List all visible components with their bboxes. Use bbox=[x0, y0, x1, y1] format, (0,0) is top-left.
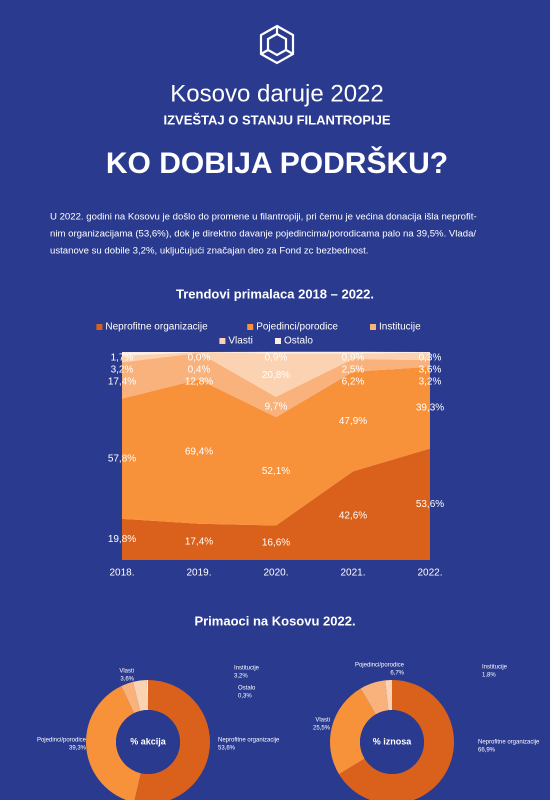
area-layer bbox=[122, 366, 430, 526]
slice-name: Pojedinci/porodice bbox=[37, 738, 87, 744]
value-label: 0,9% bbox=[265, 353, 288, 364]
intro-line: U 2022. godini na Kosovu je došlo do pro… bbox=[50, 212, 477, 223]
legend-label: Pojedinci/porodice bbox=[256, 322, 338, 333]
center-label: % akcija bbox=[130, 736, 167, 746]
value-label: 57,8% bbox=[108, 453, 136, 464]
value-label: 16,6% bbox=[262, 537, 290, 548]
donut-slice bbox=[132, 680, 148, 711]
slice-name: Institucije bbox=[234, 666, 260, 672]
value-label: 47,9% bbox=[339, 416, 367, 427]
value-label: 1,7% bbox=[111, 353, 134, 364]
chart-title: Trendovi primalaca 2018 – 2022. bbox=[176, 286, 374, 301]
value-label: 53,6% bbox=[416, 499, 444, 510]
slice-name: Institucije bbox=[482, 665, 508, 671]
legend-marker bbox=[275, 338, 281, 344]
area-layer bbox=[122, 448, 430, 560]
brand: Kosovo daruje 2022 bbox=[170, 80, 384, 107]
donut-slice bbox=[86, 686, 141, 800]
value-label: 19,8% bbox=[108, 534, 136, 545]
slice-name: Neprofitne organizacije bbox=[478, 740, 540, 746]
slice-value: 0,3% bbox=[238, 694, 252, 700]
center-label: % iznosa bbox=[373, 736, 413, 746]
slice-name: Vlasti bbox=[315, 718, 330, 724]
value-label: 3,2% bbox=[419, 377, 442, 388]
slice-value: 25,5% bbox=[313, 726, 331, 732]
value-label: 69,4% bbox=[185, 446, 213, 457]
x-tick-label: 2021. bbox=[340, 568, 365, 579]
slice-name: Ostalo bbox=[238, 686, 256, 692]
legend-marker bbox=[96, 324, 103, 330]
area-layer bbox=[122, 352, 430, 397]
slice-value: 66,9% bbox=[478, 748, 496, 754]
slice-value: 1,8% bbox=[482, 673, 496, 679]
heading: KO DOBIJA PODRŠKU? bbox=[106, 146, 448, 180]
value-label: 20,8% bbox=[262, 370, 290, 381]
value-label: 39,3% bbox=[416, 402, 444, 413]
donut-slice bbox=[134, 680, 210, 800]
logo bbox=[259, 24, 295, 65]
x-tick-label: 2022. bbox=[417, 568, 442, 579]
section-title: Primaoci na Kosovu 2022. bbox=[194, 613, 355, 628]
value-label: 0,4% bbox=[188, 365, 211, 376]
value-label: 3,6% bbox=[419, 365, 442, 376]
x-tick-label: 2018. bbox=[109, 568, 134, 579]
legend-label: Ostalo bbox=[284, 336, 313, 347]
x-tick-label: 2019. bbox=[186, 568, 211, 579]
intro-line: nim organizacijama (53,6%), dok je direk… bbox=[50, 229, 476, 240]
slice-name: Neprofitne organizacije bbox=[218, 738, 280, 744]
value-label: 0,9% bbox=[342, 353, 365, 364]
slice-value: 53,6% bbox=[218, 746, 236, 752]
legend-marker bbox=[247, 324, 254, 330]
donut-slice bbox=[330, 688, 376, 775]
value-label: 2,5% bbox=[342, 365, 365, 376]
legend-marker bbox=[219, 338, 226, 344]
slice-name: Vlasti bbox=[119, 669, 134, 675]
area-layer bbox=[122, 352, 430, 418]
value-label: 12,8% bbox=[185, 377, 213, 388]
donut-hole bbox=[360, 710, 424, 774]
donut-slice bbox=[385, 680, 392, 711]
value-label: 17,4% bbox=[108, 377, 136, 388]
slice-name: Pojedinci/porodice bbox=[355, 663, 405, 669]
legend-marker bbox=[370, 324, 376, 330]
donut-slice bbox=[146, 680, 148, 711]
donut-slice bbox=[360, 680, 389, 715]
legend-label: Institucije bbox=[379, 322, 421, 333]
donut-slice bbox=[339, 680, 454, 800]
x-tick-label: 2020. bbox=[263, 568, 288, 579]
intro-line: ustanove su dobile 3,2%, uključujući zna… bbox=[50, 246, 368, 257]
value-label: 9,7% bbox=[265, 402, 288, 413]
value-label: 52,1% bbox=[262, 466, 290, 477]
subtitle: IZVEŠTAJ O STANJU FILANTROPIJE bbox=[163, 112, 390, 127]
value-label: 0,3% bbox=[419, 353, 442, 364]
slice-value: 3,6% bbox=[120, 677, 134, 683]
legend-label: Vlasti bbox=[228, 336, 252, 347]
donut-slice bbox=[121, 681, 141, 714]
legend-label: Neprofitne organizacije bbox=[105, 322, 208, 333]
value-label: 42,6% bbox=[339, 510, 367, 521]
slice-value: 6,7% bbox=[390, 671, 404, 677]
donut-hole bbox=[116, 710, 180, 774]
slice-value: 3,2% bbox=[234, 674, 248, 680]
value-label: 3,2% bbox=[111, 365, 134, 376]
area-layer bbox=[122, 351, 430, 356]
value-label: 17,4% bbox=[185, 537, 213, 548]
value-label: 6,2% bbox=[342, 377, 365, 388]
slice-value: 39,3% bbox=[69, 746, 87, 752]
value-label: 0,0% bbox=[188, 353, 211, 364]
